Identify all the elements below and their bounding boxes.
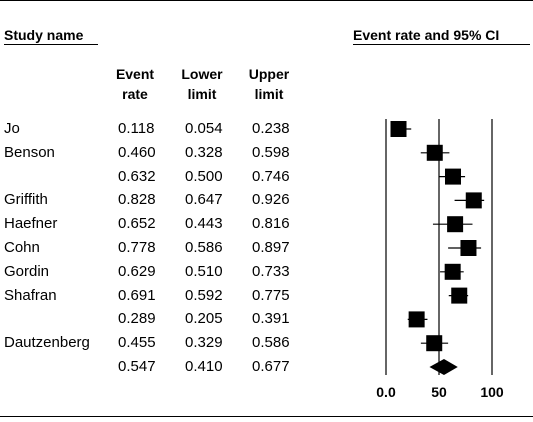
event-rate-cell: 0.632	[118, 167, 156, 185]
lower-limit-cell: 0.054	[185, 120, 223, 137]
point-estimate-marker	[444, 263, 461, 280]
summary-upper-cell: 0.677	[252, 358, 290, 375]
event-rate-cell: 0.629	[118, 262, 156, 280]
study-name-cell: Cohn	[4, 239, 40, 256]
study-name-cell: Griffith	[4, 191, 48, 209]
upper-limit-cell: 0.746	[252, 167, 290, 185]
event-rate-cell: 0.828	[118, 191, 156, 209]
point-estimate-marker	[390, 121, 407, 137]
upper-limit-cell: 0.391	[252, 310, 290, 328]
summary-lower-cell: 0.410	[185, 358, 223, 375]
point-estimate-marker	[460, 240, 477, 256]
lower-limit-header-line2: limit	[187, 86, 217, 102]
study-name-header: Study name	[4, 27, 84, 43]
x-tick-label: 0.0	[376, 384, 396, 400]
event-rate-header-line1: Event	[115, 66, 155, 82]
point-estimate-marker	[426, 335, 443, 352]
bottom-rule	[0, 416, 533, 417]
upper-limit-header-line2: limit	[254, 86, 284, 102]
point-estimate-marker	[444, 168, 461, 185]
lower-limit-cell: 0.500	[185, 167, 223, 185]
lower-limit-cell: 0.510	[185, 262, 223, 280]
event-rate-cell: 0.652	[118, 215, 156, 233]
lower-limit-cell: 0.647	[185, 191, 223, 209]
upper-limit-cell: 0.926	[252, 191, 290, 209]
study-name-cell: Dautzenberg	[4, 334, 90, 352]
study-name-underline	[4, 44, 98, 45]
summary-diamond	[429, 359, 458, 375]
lower-limit-cell: 0.329	[185, 334, 223, 352]
chart-title-underline	[353, 44, 530, 45]
lower-limit-header-line1: Lower	[181, 66, 223, 82]
study-name-cell: Benson	[4, 143, 55, 161]
chart-title: Event rate and 95% CI	[353, 27, 500, 43]
upper-limit-cell: 0.733	[252, 262, 290, 280]
point-estimate-marker	[447, 216, 464, 233]
lower-limit-cell: 0.205	[185, 310, 223, 328]
upper-limit-cell: 0.897	[252, 239, 290, 256]
lower-limit-header: Lower limit	[172, 64, 232, 104]
x-tick-label: 50	[431, 384, 447, 400]
event-rate-header-line2: rate	[122, 86, 148, 102]
lower-limit-cell: 0.328	[185, 143, 223, 161]
lower-limit-cell: 0.443	[185, 215, 223, 233]
point-estimate-marker	[465, 192, 482, 209]
upper-limit-cell: 0.238	[252, 120, 290, 137]
lower-limit-cell: 0.592	[185, 286, 223, 304]
upper-limit-cell: 0.816	[252, 215, 290, 233]
event-rate-cell: 0.289	[118, 310, 156, 328]
event-rate-cell: 0.118	[118, 120, 155, 137]
study-name-cell: Shafran	[4, 286, 57, 304]
event-rate-cell: 0.460	[118, 143, 156, 161]
upper-limit-cell: 0.598	[252, 143, 290, 161]
upper-limit-cell: 0.586	[252, 334, 290, 352]
upper-limit-header-line1: Upper	[248, 66, 290, 82]
event-rate-header: Event rate	[105, 64, 165, 104]
upper-limit-header: Upper limit	[239, 64, 299, 104]
study-name-cell: Haefner	[4, 215, 58, 233]
study-name-cell: Jo	[4, 120, 20, 137]
summary-rate-cell: 0.547	[118, 358, 156, 375]
top-rule	[0, 0, 533, 1]
point-estimate-marker	[408, 311, 425, 328]
event-rate-cell: 0.778	[118, 239, 156, 256]
event-rate-cell: 0.455	[118, 334, 156, 352]
study-name-cell: Gordin	[4, 262, 50, 280]
point-estimate-marker	[426, 144, 443, 161]
upper-limit-cell: 0.775	[252, 286, 290, 304]
point-estimate-marker	[451, 287, 468, 304]
event-rate-cell: 0.691	[118, 286, 156, 304]
lower-limit-cell: 0.586	[185, 239, 223, 256]
x-tick-label: 100	[480, 384, 504, 400]
